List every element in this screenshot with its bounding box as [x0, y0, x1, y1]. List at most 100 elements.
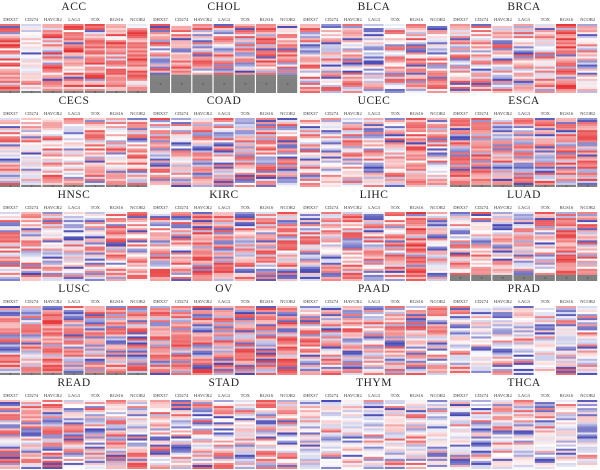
column-labels: DHX37 CD274 HAVCR2 LAG3 TOX RGS16 NCOR2 [0, 110, 148, 118]
heatmap-cell [300, 266, 320, 269]
heatmap-cell [406, 60, 426, 63]
heatmap-cell [0, 212, 20, 215]
heatmap-cell [492, 326, 513, 329]
column-labels: DHX37 CD274 HAVCR2 LAG3 TOX RGS16 NCOR2 [0, 392, 148, 400]
heatmap-cell [106, 82, 126, 86]
heatmap-cell [577, 38, 598, 41]
heatmap-cell [84, 246, 105, 249]
heatmap-cell [84, 214, 105, 217]
heatmap-cell [471, 466, 492, 469]
heatmap-cell [471, 362, 492, 365]
heatmap-cell [427, 124, 448, 127]
heatmap-cell [213, 252, 234, 255]
panel-acc: ACC DHX37 CD274 HAVCR2 LAG3 TOX RGS16 NCOR2 [0, 0, 148, 94]
heatmap-cell [150, 340, 170, 343]
heatmap-cell [492, 144, 513, 147]
heatmap-cell [450, 422, 470, 425]
heatmap-cell [106, 70, 126, 73]
heatmap-cell [363, 70, 384, 73]
heatmap-cell [277, 462, 298, 466]
heatmap-cell [63, 230, 84, 233]
heatmap-cell [534, 84, 555, 88]
heatmap-cell [427, 42, 448, 45]
heatmap-cell [84, 222, 105, 225]
heatmap-cell [363, 370, 384, 374]
heatmap-cell [213, 406, 234, 409]
heatmap-cell [106, 228, 126, 231]
heatmap-cell [277, 166, 298, 169]
heatmap-cell [256, 336, 276, 339]
heatmap-cell [577, 48, 598, 51]
heatmap-cell [427, 354, 448, 357]
heatmap-cell [256, 370, 276, 374]
heatmap-cell [427, 118, 448, 121]
heatmap-cell [577, 272, 598, 276]
heatmap-cell [471, 26, 492, 29]
column-label: HAVCR2 [43, 299, 62, 304]
heatmap-cell [492, 32, 513, 35]
heatmap-cell [0, 422, 20, 425]
panel-blca: BLCA DHX37 CD274 HAVCR2 LAG3 TOX RGS16 NCOR2 [300, 0, 448, 94]
heatmap-cell [213, 444, 234, 447]
heatmap-cell [577, 278, 598, 281]
heatmap-cell [42, 418, 63, 421]
heatmap-cell [234, 124, 255, 127]
heatmap-cell [63, 272, 84, 276]
heatmap-cell [363, 154, 384, 157]
heatmap-cell [427, 410, 448, 413]
heatmap-cell [406, 322, 426, 325]
heatmap-cell [106, 44, 126, 47]
heatmap-cell [277, 168, 298, 171]
heatmap-cell [192, 234, 213, 237]
column-label: HAVCR2 [43, 393, 62, 398]
heatmap-cell [213, 244, 234, 247]
heatmap-cell [42, 266, 63, 269]
heatmap-cell [256, 464, 276, 468]
heatmap-cell [213, 458, 234, 462]
heatmap-cell [406, 244, 426, 247]
heatmap-cell [256, 416, 276, 419]
heatmap-cell [513, 368, 534, 372]
heatmap-cell [171, 122, 192, 125]
heatmap-cell [300, 244, 320, 247]
heatmap-cell [363, 30, 384, 33]
na-marker [73, 185, 75, 187]
heatmap-cell [300, 360, 320, 363]
heatmap-cell [84, 444, 105, 447]
heatmap-cell [256, 124, 276, 127]
heatmap-cell [171, 308, 192, 311]
heatmap-cell [0, 64, 20, 67]
heatmap-cell [556, 30, 576, 33]
heatmap-cell [534, 352, 555, 355]
heatmap-cell [577, 236, 598, 239]
heatmap-cell [556, 404, 576, 407]
heatmap-cell [321, 250, 342, 253]
heatmap-cell [534, 244, 555, 247]
heatmap-cell [384, 224, 405, 227]
heatmap-cell [406, 88, 426, 92]
heatmap-cell [106, 152, 126, 155]
heatmap-cell [63, 324, 84, 327]
heatmap-cell [384, 424, 405, 427]
heatmap-cell [534, 240, 555, 243]
heatmap-cell [427, 58, 448, 61]
heatmap-cell [534, 442, 555, 445]
heatmap-cell [127, 316, 148, 319]
heatmap-cell [577, 370, 598, 374]
heatmap-cell [342, 246, 363, 249]
heatmap-cell [171, 362, 192, 365]
heatmap-cell [492, 36, 513, 39]
heatmap-cell [234, 150, 255, 153]
heatmap-cell [234, 146, 255, 149]
heatmap-cell [321, 184, 342, 187]
heatmap-cell [150, 360, 170, 363]
heatmap-cell [127, 88, 148, 92]
heatmap-cell [0, 254, 20, 257]
heatmap-cell [492, 248, 513, 251]
heatmap-cell [534, 344, 555, 347]
heatmap-cell [342, 366, 363, 370]
heatmap-cell [492, 88, 513, 92]
heatmap-cell [63, 330, 84, 333]
heatmap-cell [556, 256, 576, 259]
